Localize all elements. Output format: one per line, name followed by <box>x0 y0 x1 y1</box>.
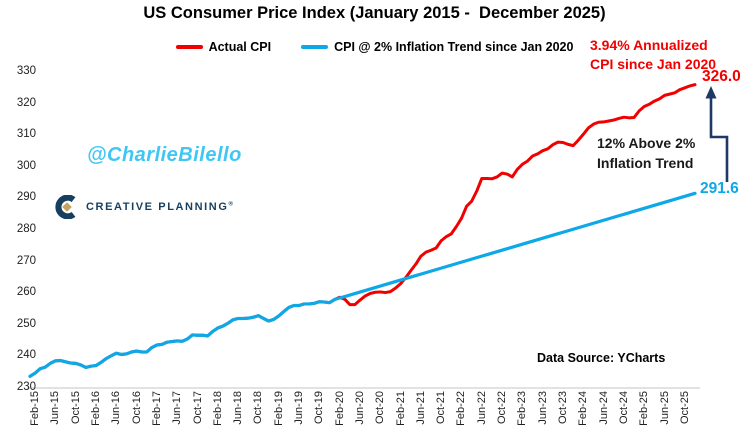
annualized-cpi-annotation-line1: 3.94% Annualized <box>590 37 708 53</box>
legend-item-trend: CPI @ 2% Inflation Trend since Jan 2020 <box>301 40 573 54</box>
x-tick-label: Feb-17 <box>150 391 163 426</box>
charlie-bilello-watermark: @CharlieBilello <box>87 144 242 166</box>
y-tick-label: 310 <box>16 128 36 141</box>
trend-end-value-label: 291.6 <box>700 180 739 197</box>
trend-line-swatch <box>301 45 329 49</box>
x-tick-label: Feb-16 <box>89 391 102 426</box>
x-tick-label: Oct-19 <box>313 391 326 425</box>
actual-cpi-line-swatch <box>175 45 203 49</box>
y-tick-label: 260 <box>16 286 36 299</box>
x-tick-label: Oct-18 <box>252 391 265 425</box>
x-tick-label: Jun-19 <box>293 391 306 425</box>
x-tick-label: Feb-20 <box>333 391 346 426</box>
creative-planning-c-icon <box>55 195 76 219</box>
x-tick-label: Feb-19 <box>272 391 285 426</box>
gap-arrow <box>709 96 729 182</box>
y-tick-label: 280 <box>16 223 36 235</box>
registered-trademark-icon: ® <box>228 201 235 208</box>
trend-line <box>28 191 697 378</box>
legend-item-actual-cpi: Actual CPI <box>175 40 272 54</box>
x-tick-label: Jun-15 <box>49 391 62 425</box>
y-tick-label: 300 <box>16 159 36 172</box>
actual-cpi-line <box>28 83 697 378</box>
x-tick-label: Jun-25 <box>658 391 671 425</box>
x-tick-label: Oct-15 <box>69 391 82 425</box>
x-tick-label: Oct-23 <box>557 391 569 425</box>
x-tick-label: Jun-16 <box>110 391 123 425</box>
y-tick-label: 250 <box>16 317 36 330</box>
gold-diamond-icon <box>62 202 72 212</box>
legend-label-trend: CPI @ 2% Inflation Trend since Jan 2020 <box>334 40 574 54</box>
y-tick-label: 320 <box>16 96 36 109</box>
annualized-cpi-annotation: 3.94% Annualized CPI since Jan 2020 <box>590 36 716 74</box>
y-tick-label: 230 <box>16 381 36 393</box>
x-tick-label: Oct-20 <box>374 391 387 425</box>
x-tick-label: Feb-23 <box>516 391 529 426</box>
annualized-cpi-annotation-line2: CPI since Jan 2020 <box>590 56 717 72</box>
actual-cpi-end-value-label: 326.0 <box>702 68 741 85</box>
x-tick-label: Jun-18 <box>232 391 245 425</box>
x-tick-label: Oct-25 <box>678 391 691 425</box>
y-tick-label: 290 <box>16 191 36 204</box>
creative-planning-logo: CREATIVE PLANNING® <box>55 195 235 219</box>
x-tick-label: Jun-17 <box>171 391 184 425</box>
arrow-up-icon <box>705 86 717 99</box>
x-tick-label: Feb-21 <box>394 391 407 426</box>
above-trend-annotation-line2: Inflation Trend <box>597 155 694 171</box>
x-tick-label: Jun-20 <box>353 391 366 425</box>
x-tick-label: Feb-25 <box>638 391 651 426</box>
y-tick-label: 270 <box>16 254 36 267</box>
data-source-label: Data Source: YCharts <box>537 351 666 365</box>
chart-title: US Consumer Price Index (January 2015 - … <box>143 4 606 22</box>
x-tick-label: Jun-21 <box>414 391 427 425</box>
x-tick-label: Feb-18 <box>211 391 224 426</box>
above-trend-annotation: 12% Above 2% Inflation Trend <box>597 133 695 173</box>
creative-planning-logo-text: CREATIVE PLANNING® <box>86 201 235 213</box>
x-tick-label: Jun-23 <box>536 391 549 425</box>
x-tick-label: Feb-15 <box>29 391 42 426</box>
x-tick-label: Oct-24 <box>617 391 630 425</box>
x-tick-label: Jun-22 <box>475 391 488 425</box>
x-tick-label: Oct-21 <box>435 391 448 425</box>
chart-legend: Actual CPI CPI @ 2% Inflation Trend sinc… <box>0 40 749 54</box>
x-tick-label: Oct-17 <box>191 391 204 425</box>
x-tick-label: Oct-22 <box>496 391 509 425</box>
x-tick-label: Feb-22 <box>455 391 468 426</box>
legend-label-actual-cpi: Actual CPI <box>208 40 272 54</box>
x-tick-label: Oct-16 <box>130 391 143 425</box>
y-tick-label: 330 <box>16 65 36 77</box>
above-trend-annotation-line1: 12% Above 2% <box>597 135 696 151</box>
y-tick-label: 240 <box>16 349 36 362</box>
x-tick-label: Feb-24 <box>577 391 590 426</box>
x-tick-label: Jun-24 <box>597 391 610 425</box>
